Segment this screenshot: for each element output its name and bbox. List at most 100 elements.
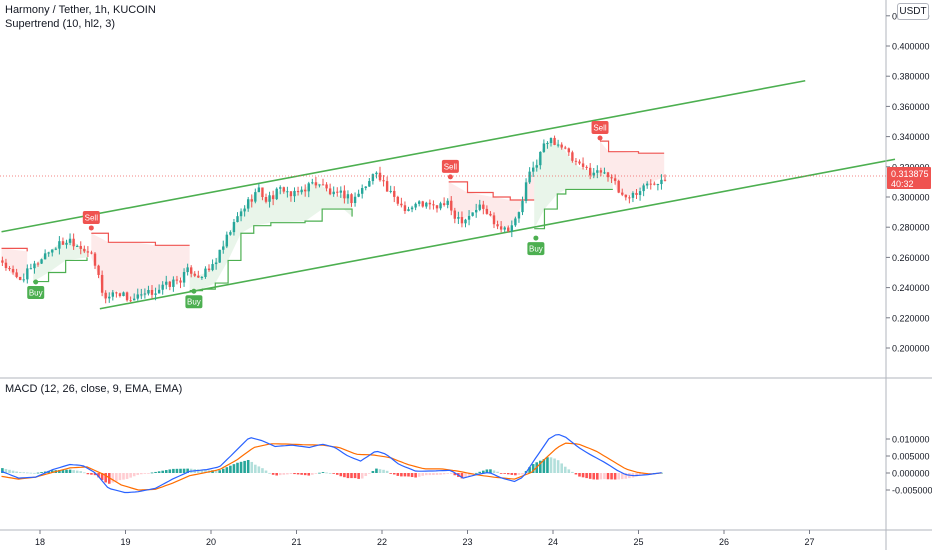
macd-tick-label: 0.005000 — [892, 452, 930, 462]
macd-histogram-bar — [33, 472, 36, 474]
candle-body — [186, 267, 189, 273]
candles-layer — [1, 135, 667, 304]
sell-signal-dot — [88, 225, 94, 231]
candle-body — [621, 192, 624, 195]
macd-histogram-bar — [311, 473, 314, 475]
macd-histogram-bar — [43, 471, 47, 473]
macd-histogram-bar — [375, 468, 378, 473]
sell-signal-badge — [441, 159, 459, 173]
candle-body — [154, 293, 157, 295]
macd-histogram-bar — [22, 472, 26, 474]
macd-histogram-bar — [118, 473, 122, 481]
macd-histogram-bar — [197, 469, 200, 473]
candle-body — [254, 192, 257, 202]
macd-histogram-bar — [392, 473, 396, 475]
macd-histogram-bar — [275, 473, 278, 476]
candle-body — [653, 183, 656, 185]
candle-body — [232, 222, 236, 233]
macd-histogram-bar — [588, 473, 592, 479]
macd-histogram-bar — [221, 468, 225, 473]
macd-histogram-bar — [296, 473, 300, 475]
macd-histogram-bar — [364, 473, 368, 477]
macd-histogram-bar — [58, 470, 61, 473]
price-countdown: 40:32 — [891, 179, 914, 189]
candle-body — [328, 188, 332, 195]
candle-body — [118, 293, 122, 297]
macd-histogram-bar — [282, 473, 286, 475]
macd-histogram-bar — [104, 473, 107, 483]
candle-body — [300, 189, 303, 193]
candle-body — [396, 196, 400, 204]
macd-histogram-bar — [563, 466, 567, 473]
candle-body — [656, 184, 660, 186]
candle-body — [482, 204, 485, 209]
macd-histogram-bar — [638, 473, 642, 476]
macd-histogram-bar — [567, 469, 571, 473]
candle-body — [474, 209, 478, 213]
candle-body — [311, 182, 314, 184]
candle-body — [65, 242, 68, 245]
candle-body — [663, 179, 667, 181]
currency-badge[interactable]: USDT — [897, 3, 929, 20]
sell-signal-badge — [82, 210, 100, 224]
time-tick-label: 27 — [804, 537, 814, 547]
macd-histogram-bar — [218, 470, 221, 473]
candle-body — [442, 203, 446, 205]
candle-body — [147, 290, 150, 294]
candle-body — [143, 293, 147, 295]
macd-histogram-bar — [293, 473, 296, 475]
candle-body — [61, 241, 65, 245]
macd-histogram-bar — [610, 473, 613, 480]
macd-histogram-bar — [268, 472, 271, 474]
macd-indicator-label[interactable]: MACD (12, 26, close, 9, EMA, EMA) — [5, 383, 183, 395]
candle-body — [410, 207, 414, 210]
candle-body — [631, 192, 635, 198]
candle-body — [157, 289, 161, 294]
candle-body — [150, 290, 154, 295]
candle-body — [400, 203, 403, 206]
candle-body — [660, 179, 663, 185]
macd-histogram-bar — [603, 473, 606, 480]
macd-histogram-bar — [517, 473, 521, 475]
buy-signal-dot — [191, 288, 197, 294]
last-price-value: 0.313875 — [891, 169, 929, 179]
candle-body — [104, 292, 107, 299]
candle-body — [613, 178, 617, 181]
macd-histogram-bar — [325, 472, 328, 474]
macd-histogram-bar — [239, 461, 243, 473]
candle-body — [592, 172, 595, 176]
supertrend-indicator-label[interactable]: Supertrend (10, hl2, 3) — [5, 18, 116, 30]
macd-histogram-bar — [232, 464, 236, 473]
macd-histogram-bar — [100, 473, 104, 481]
macd-histogram-bar — [307, 473, 311, 476]
candle-body — [22, 279, 25, 281]
candle-body — [606, 172, 610, 178]
macd-histogram-bar — [442, 473, 446, 475]
supertrend-layer — [1, 139, 665, 300]
macd-histogram-bar — [446, 473, 449, 474]
candle-body — [193, 273, 196, 276]
macd-histogram-bar — [592, 473, 596, 480]
trend-channel[interactable] — [1, 79, 896, 310]
candle-body — [425, 202, 428, 207]
candle-body — [496, 224, 499, 227]
candle-body — [90, 252, 93, 254]
candle-body — [161, 284, 164, 290]
candle-body — [560, 144, 563, 148]
macd-tick-label: 0.010000 — [892, 435, 930, 445]
symbol-title[interactable]: Harmony / Tether, 1h, KUCOIN — [5, 4, 156, 16]
macd-histogram-bar — [407, 473, 410, 477]
candle-body — [385, 181, 389, 192]
candle-body — [517, 212, 521, 219]
candle-body — [318, 184, 321, 186]
candle-body — [353, 196, 357, 204]
macd-histogram-bar — [318, 472, 321, 474]
candle-body — [531, 167, 535, 172]
candle-body — [8, 268, 11, 270]
candle-body — [289, 191, 293, 197]
macd-histogram-bar — [613, 473, 617, 480]
candle-body — [332, 191, 335, 195]
candle-body — [514, 218, 517, 226]
